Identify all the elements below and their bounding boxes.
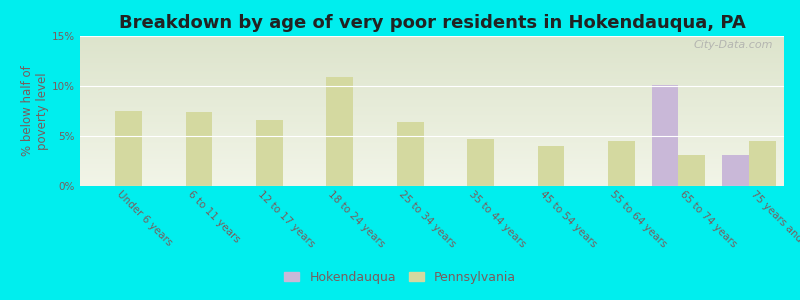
Bar (326, 77, 353, 186)
Bar (608, 141, 634, 186)
Bar (186, 112, 212, 186)
Bar (256, 120, 282, 186)
Bar (538, 146, 564, 186)
Bar (722, 155, 749, 186)
Bar (467, 139, 494, 186)
Text: City-Data.com: City-Data.com (694, 40, 774, 50)
Y-axis label: % below half of
poverty level: % below half of poverty level (22, 66, 50, 156)
Legend: Hokendauqua, Pennsylvania: Hokendauqua, Pennsylvania (281, 267, 519, 288)
Title: Breakdown by age of very poor residents in Hokendauqua, PA: Breakdown by age of very poor residents … (118, 14, 746, 32)
Bar (678, 155, 705, 186)
Bar (652, 85, 678, 186)
Bar (397, 122, 423, 186)
Bar (115, 111, 142, 186)
Bar (749, 141, 775, 186)
